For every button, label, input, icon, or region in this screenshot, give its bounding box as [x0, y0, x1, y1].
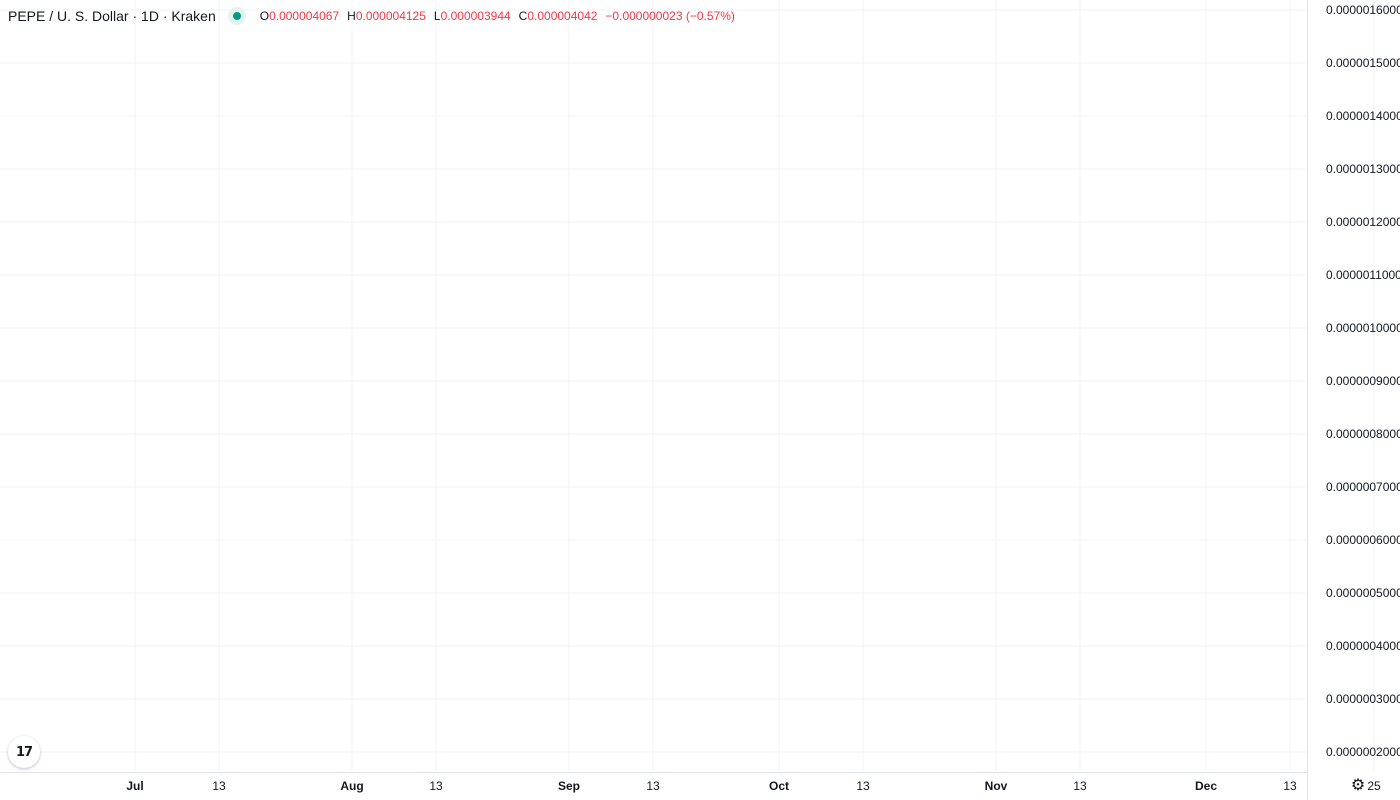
y-tick-label: 0.0000010000 [1326, 321, 1400, 335]
y-tick-label: 0.0000016000 [1326, 3, 1400, 17]
tradingview-logo-icon[interactable]: 17 [8, 736, 40, 768]
close-value: 0.000004042 [527, 9, 598, 23]
close-label: C [518, 9, 528, 23]
market-status-icon[interactable] [227, 7, 246, 25]
x-tick-label: Aug [340, 779, 363, 793]
high-value: 0.000004125 [355, 9, 426, 23]
x-tick-label: 13 [1283, 779, 1297, 793]
y-tick-label: 0.0000014000 [1326, 109, 1400, 123]
low-label: L [433, 9, 441, 23]
y-tick-label: 0.0000011000 [1326, 268, 1400, 282]
market-status-dot [232, 12, 241, 20]
x-tick-label: Sep [558, 779, 580, 793]
y-tick-label: 0.0000004000 [1326, 639, 1400, 653]
high-label: H [347, 9, 356, 23]
low-value: 0.000003944 [440, 9, 511, 23]
change-value: −0.000000023 (−0.57%) [605, 9, 735, 23]
y-tick-label: 0.0000007000 [1326, 480, 1400, 494]
y-tick-label: 0.0000013000 [1326, 162, 1400, 176]
x-tick-label: 13 [212, 779, 226, 793]
x-tick-label: 13 [856, 779, 870, 793]
x-tick-label: 13 [1073, 779, 1087, 793]
y-tick-label: 0.0000006000 [1326, 533, 1400, 547]
x-tick-label: Jul [126, 779, 143, 793]
y-tick-label: 0.0000005000 [1326, 586, 1400, 600]
logo-text: 17 [15, 744, 33, 760]
y-tick-label: 0.0000012000 [1326, 215, 1400, 229]
y-tick-label: 0.0000002000 [1326, 745, 1400, 759]
x-tick-label: Dec [1195, 779, 1217, 793]
chart-legend: PEPE / U. S. Dollar · 1D · Kraken O0.000… [8, 6, 737, 26]
x-tick-label: 25 [1367, 779, 1381, 793]
ohlc-values: O0.000004067 H0.000004125 L0.000003944 C… [260, 9, 737, 23]
x-tick-label: 13 [646, 779, 660, 793]
x-tick-label: 13 [429, 779, 443, 793]
y-tick-label: 0.0000008000 [1326, 427, 1400, 441]
y-tick-label: 0.0000003000 [1326, 692, 1400, 706]
open-label: O [259, 9, 270, 23]
open-value: 0.000004067 [269, 9, 340, 23]
gear-icon[interactable]: ⚙ [1350, 775, 1366, 794]
y-tick-label: 0.0000009000 [1326, 374, 1400, 388]
x-tick-label: Nov [985, 779, 1008, 793]
y-tick-label: 0.0000015000 [1326, 56, 1400, 70]
x-tick-label: Oct [769, 779, 789, 793]
symbol-title[interactable]: PEPE / U. S. Dollar · 1D · Kraken [8, 8, 216, 24]
